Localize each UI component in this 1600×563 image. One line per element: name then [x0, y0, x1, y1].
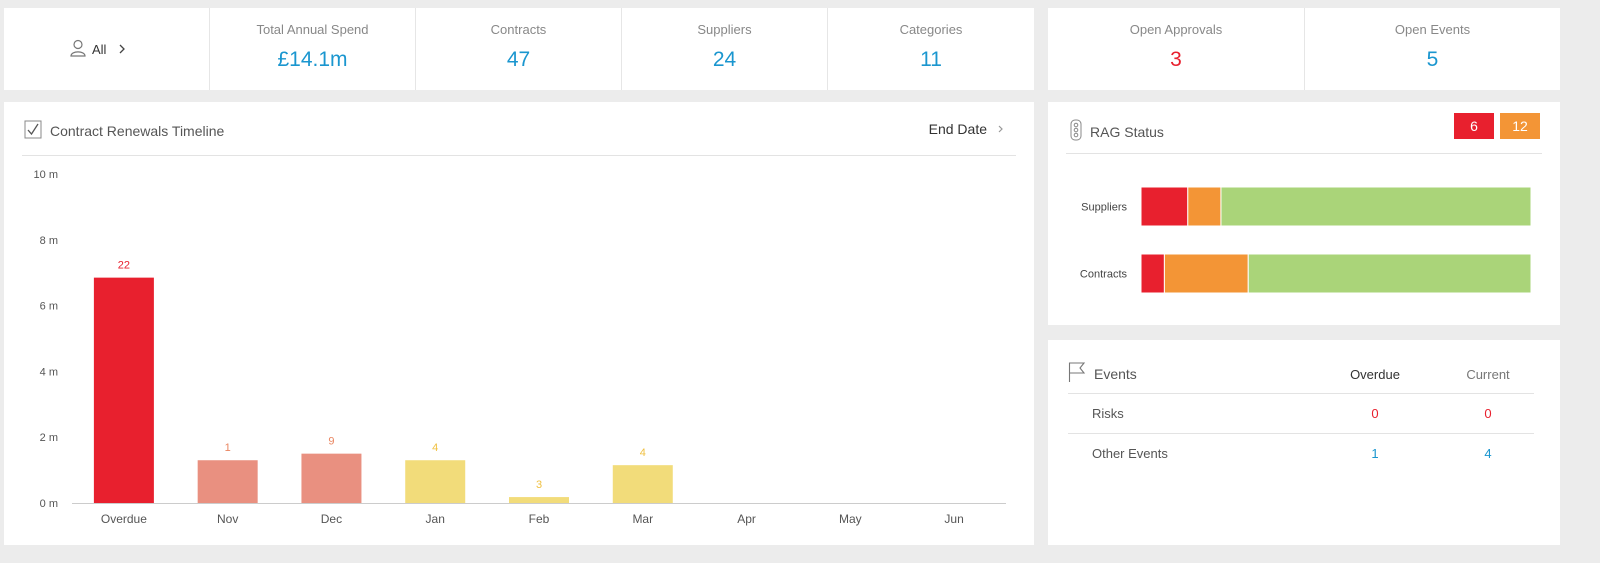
stat-value: 5 [1426, 48, 1439, 71]
rag-header: RAG Status [1070, 119, 1164, 144]
open-items-card: Open Approvals 3 Open Events 5 [1048, 8, 1560, 90]
x-tick-label: Apr [737, 512, 756, 526]
row-label: Other Events [1092, 446, 1168, 461]
stat-label: Total Annual Spend [256, 22, 369, 37]
bar-jan [405, 460, 466, 503]
rag-row-label: Suppliers [1081, 202, 1127, 214]
timeline-header: Contract Renewals Timeline [24, 119, 224, 142]
bar-data-label: 9 [328, 436, 334, 448]
x-tick-label: Mar [632, 512, 653, 526]
overdue-count: 1 [1371, 446, 1379, 461]
current-count: 4 [1484, 446, 1492, 461]
x-tick-label: Jun [944, 512, 963, 526]
stat-value: 47 [506, 48, 531, 71]
rag-status-chart: Suppliers Contracts [1080, 186, 1532, 294]
y-tick-label: 8 m [40, 235, 58, 247]
stat-label: Categories [899, 22, 963, 37]
stat-label: Contracts [490, 22, 547, 37]
stat-value: 11 [920, 48, 942, 71]
rag-status-card: RAG Status 6 12 Suppliers Contracts [1048, 102, 1560, 325]
x-tick-label: Jan [426, 512, 445, 526]
stat-open-events[interactable]: Open Events 5 [1304, 8, 1560, 90]
x-tick-label: Nov [217, 512, 238, 526]
x-tick-label: May [839, 512, 862, 526]
renewals-timeline-card: Contract Renewals Timeline End Date 0 m 2… [4, 102, 1034, 545]
divider [1066, 153, 1542, 154]
bar-data-label: 1 [225, 442, 231, 454]
rag-title: RAG Status [1090, 123, 1164, 140]
rag-segment-amber [1187, 186, 1222, 227]
events-header: Events [1068, 361, 1137, 386]
timeline-title: Contract Renewals Timeline [50, 122, 225, 139]
current-count: 0 [1484, 406, 1492, 421]
x-tick-label: Dec [321, 512, 342, 526]
stat-label: Open Approvals [1129, 22, 1223, 37]
rag-segment-red [1140, 253, 1165, 294]
overdue-count: 0 [1371, 406, 1379, 421]
rag-segment-amber [1163, 253, 1249, 294]
row-label: Risks [1092, 406, 1124, 421]
x-tick-label: Feb [529, 512, 550, 526]
stat-value: 24 [712, 48, 737, 71]
events-row-risks[interactable]: Risks 0 0 [1068, 393, 1534, 433]
chevron-right-icon [997, 121, 1004, 137]
bar-data-label: 3 [536, 479, 542, 491]
rag-row-label: Contracts [1080, 269, 1128, 281]
y-tick-label: 4 m [40, 366, 58, 378]
y-tick-label: 10 m [34, 169, 58, 181]
overdue-column-header: Overdue [1350, 367, 1400, 382]
renewals-bar-chart: 0 m 2 m 4 m 6 m 8 m 10 m 22 Overdue 1 Nov 9 Dec 4 Jan… [34, 169, 1006, 526]
stat-label: Open Events [1394, 22, 1471, 37]
y-tick-label: 6 m [40, 301, 58, 313]
stat-value: 3 [1170, 48, 1182, 71]
rag-segment-green [1247, 253, 1532, 294]
stat-contracts[interactable]: Contracts 47 [415, 8, 621, 90]
filter-cell: All [4, 8, 209, 90]
summary-stats-card: All Total Annual Spend £14.1m Contracts … [4, 8, 1034, 90]
stat-open-approvals[interactable]: Open Approvals 3 [1048, 8, 1304, 90]
stat-label: Suppliers [697, 22, 752, 37]
flag-icon [1068, 361, 1086, 386]
traffic-light-icon [1070, 119, 1082, 144]
user-icon [70, 39, 86, 60]
rag-segment-green [1220, 186, 1532, 227]
end-date-label: End Date [928, 121, 987, 137]
bar-data-label: 22 [118, 260, 130, 272]
filter-label: All [92, 42, 107, 57]
current-column-header: Current [1466, 367, 1510, 382]
divider [22, 155, 1016, 156]
stat-categories[interactable]: Categories 11 [827, 8, 1034, 90]
rag-red-count[interactable]: 6 [1454, 113, 1494, 139]
events-row-other[interactable]: Other Events 1 4 [1068, 433, 1534, 473]
events-title: Events [1094, 365, 1137, 382]
bar-dec [301, 453, 362, 503]
stat-suppliers[interactable]: Suppliers 24 [621, 8, 827, 90]
y-tick-label: 2 m [40, 432, 58, 444]
checklist-icon [24, 119, 42, 142]
rag-amber-count[interactable]: 12 [1500, 113, 1540, 139]
end-date-sort[interactable]: End Date [929, 121, 1004, 137]
bar-data-label: 4 [432, 442, 438, 454]
bar-feb [509, 497, 569, 503]
bar-nov [197, 460, 258, 503]
bar-data-label: 4 [640, 447, 646, 459]
stat-value: £14.1m [277, 48, 348, 71]
y-tick-label: 0 m [40, 498, 58, 510]
chevron-right-icon [118, 42, 126, 57]
owner-filter-button[interactable]: All [70, 39, 126, 60]
bar-overdue [93, 277, 154, 503]
bar-mar [612, 465, 673, 503]
stat-total-spend[interactable]: Total Annual Spend £14.1m [209, 8, 415, 90]
x-tick-label: Overdue [101, 512, 147, 526]
rag-segment-red [1140, 186, 1189, 227]
events-card: Events Overdue Current Risks 0 0 Other E… [1048, 340, 1560, 545]
